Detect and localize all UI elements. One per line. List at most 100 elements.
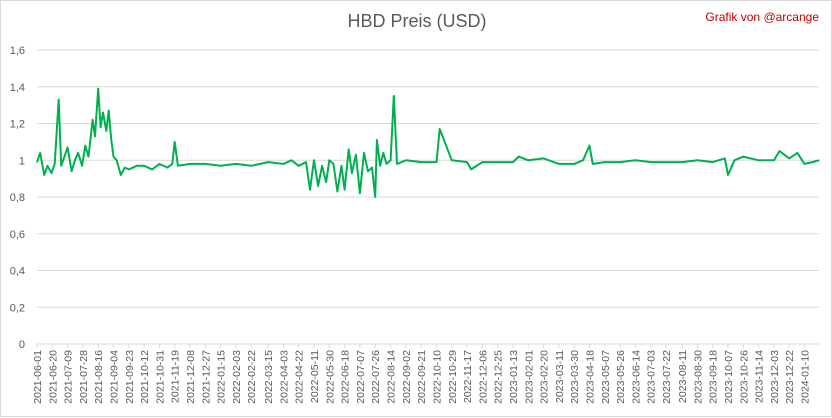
data-point	[818, 159, 820, 161]
data-point	[204, 163, 206, 165]
x-tick-label: 2022-09-02	[401, 350, 413, 404]
data-point	[336, 190, 338, 193]
y-tick-label: 0,4	[10, 266, 25, 278]
y-tick-label: 1,4	[10, 82, 25, 94]
credit-label: Grafik von @arcange	[705, 10, 819, 24]
data-point	[71, 170, 73, 172]
x-tick-label: 2022-08-14	[386, 350, 398, 404]
x-tick-label: 2021-10-12	[139, 350, 151, 404]
data-point	[100, 126, 102, 128]
x-tick-label: 2023-02-20	[539, 350, 551, 404]
data-point	[110, 137, 112, 139]
data-point	[374, 196, 376, 198]
data-point	[267, 161, 269, 163]
data-point	[344, 189, 346, 191]
data-point	[527, 159, 529, 161]
data-point	[332, 163, 334, 165]
data-point	[724, 157, 726, 160]
chart-title: HBD Preis (USD)	[347, 11, 487, 31]
data-point	[282, 163, 285, 165]
data-point	[518, 155, 520, 158]
x-tick-label: 2023-01-13	[508, 350, 520, 404]
x-tick-label: 2022-09-21	[416, 350, 428, 404]
x-tick-label: 2023-05-26	[615, 350, 627, 404]
data-point	[420, 161, 422, 163]
data-point	[796, 152, 798, 154]
data-point	[166, 167, 169, 169]
y-tick-label: 1,2	[10, 119, 25, 131]
x-tick-label: 2023-03-30	[569, 350, 581, 404]
x-tick-label: 2023-08-30	[692, 350, 704, 404]
data-point	[363, 152, 365, 154]
data-point	[696, 159, 698, 161]
data-point	[542, 157, 545, 160]
data-point	[120, 174, 122, 176]
x-tick-label: 2021-07-28	[78, 350, 90, 404]
data-point	[665, 161, 667, 163]
x-tick-label: 2021-11-19	[170, 350, 182, 403]
data-point	[328, 159, 330, 161]
data-point	[290, 159, 293, 161]
x-tick-label: 2022-02-03	[231, 350, 243, 404]
data-point	[588, 144, 591, 147]
x-tick-label: 2022-05-11	[309, 350, 321, 403]
data-point	[97, 87, 99, 90]
data-point	[733, 159, 736, 161]
y-tick-label: 1,6	[10, 45, 25, 57]
y-tick-label: 0,2	[10, 302, 25, 314]
x-tick-label: 2022-07-07	[355, 350, 367, 404]
data-point	[367, 170, 369, 172]
x-tick-label: 2022-04-03	[278, 350, 290, 404]
data-point	[389, 159, 392, 161]
x-tick-label: 2023-09-18	[708, 350, 720, 404]
x-tick-label: 2021-09-23	[124, 350, 136, 404]
data-point	[634, 159, 636, 161]
data-point	[811, 161, 814, 163]
x-tick-label: 2023-04-18	[584, 350, 596, 404]
data-point	[54, 163, 56, 165]
x-tick-label: 2021-08-16	[93, 350, 105, 404]
data-point	[220, 165, 222, 167]
x-tick-label: 2021-06-01	[32, 350, 44, 404]
data-point	[435, 161, 438, 163]
x-tick-label: 2022-04-22	[294, 350, 306, 404]
data-point	[379, 165, 381, 167]
data-point	[36, 161, 38, 163]
x-tick-label: 2021-12-08	[185, 350, 197, 404]
data-point	[250, 165, 252, 167]
data-point	[385, 163, 388, 165]
data-point	[742, 155, 744, 158]
data-point	[39, 152, 41, 154]
y-tick-label: 0,6	[10, 229, 25, 241]
data-point	[592, 163, 594, 165]
data-point	[309, 189, 311, 191]
data-point	[58, 99, 60, 101]
data-point	[512, 161, 514, 163]
x-tick-label: 2021-12-27	[200, 350, 212, 404]
x-tick-label: 2023-02-01	[523, 350, 535, 404]
data-point	[136, 165, 138, 167]
data-point	[376, 139, 378, 141]
data-point	[91, 119, 94, 121]
data-point	[382, 152, 384, 154]
data-point	[355, 154, 357, 156]
data-point	[351, 172, 353, 174]
x-tick-label: 2024-01-10	[800, 350, 812, 404]
data-point	[788, 157, 790, 160]
data-point	[77, 152, 79, 154]
x-tick-label: 2022-02-22	[246, 350, 258, 404]
y-tick-label: 1	[19, 155, 25, 167]
data-point	[189, 163, 191, 165]
data-point	[143, 165, 145, 167]
data-point	[712, 161, 714, 163]
x-tick-label: 2023-05-07	[600, 350, 612, 404]
data-point	[50, 172, 53, 174]
data-point	[348, 148, 350, 150]
data-point	[87, 155, 90, 158]
x-tick-label: 2021-09-04	[109, 350, 121, 404]
data-point	[573, 163, 575, 165]
x-tick-label: 2023-06-14	[630, 350, 642, 404]
data-point	[778, 150, 781, 152]
